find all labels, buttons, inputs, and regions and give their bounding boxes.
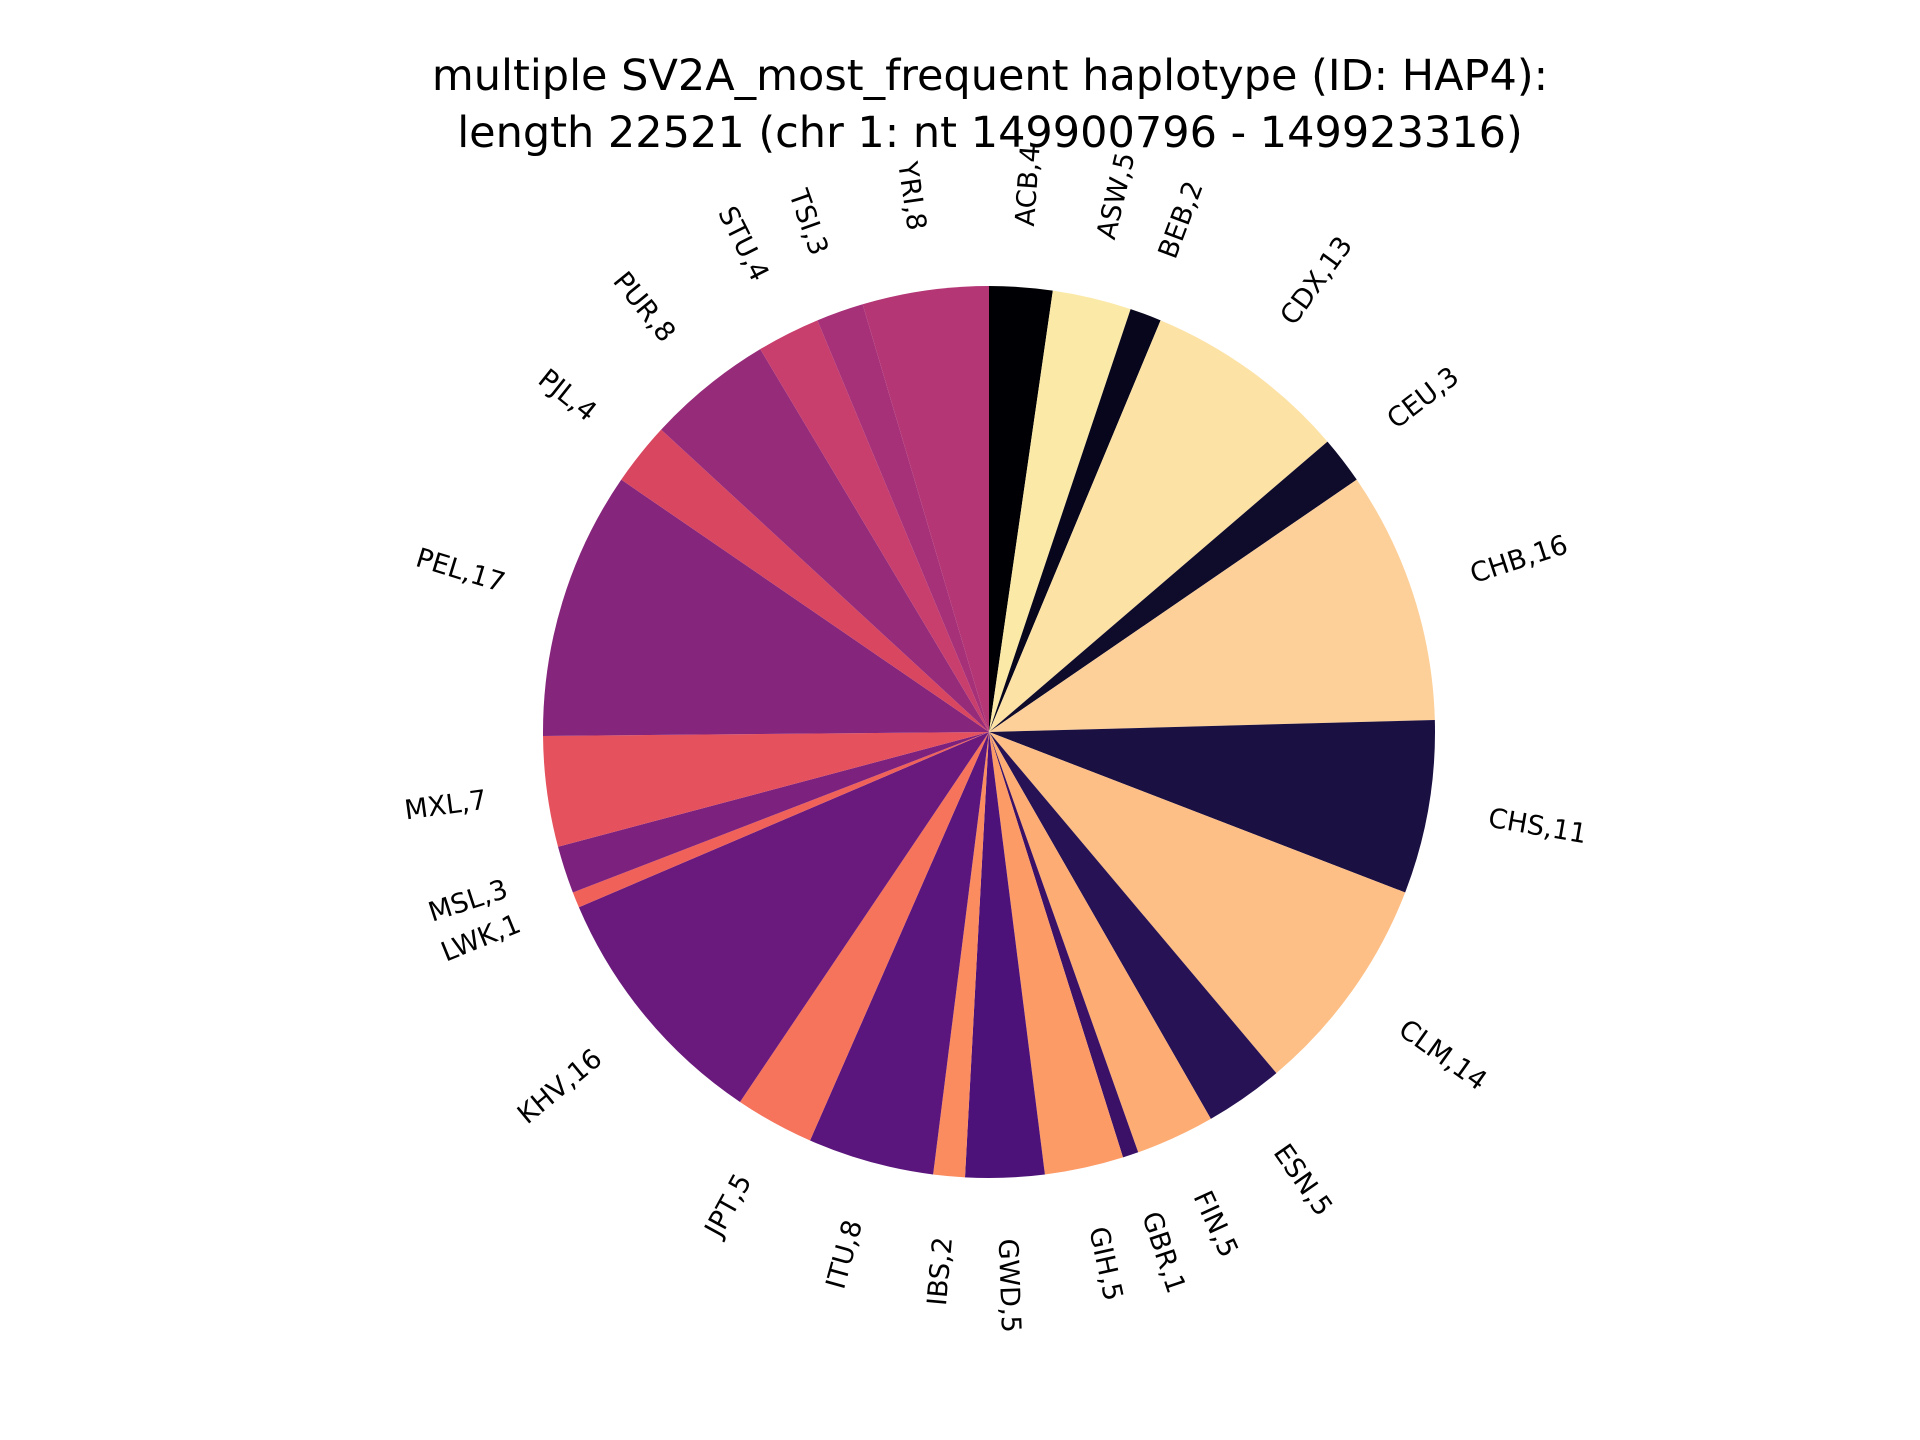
pie-label-pjl: PJL,4: [532, 363, 602, 428]
pie-label-chb: CHB,16: [1466, 529, 1571, 590]
pie-label-tsi: TSI,3: [782, 185, 834, 260]
pie-label-beb: BEB,2: [1153, 177, 1210, 263]
pie-slice-msl: [558, 732, 989, 893]
pie-slices: [543, 286, 1436, 1178]
pie-label-pur: PUR,8: [607, 266, 682, 348]
pie-slice-pur: [661, 349, 989, 732]
pie-slice-pel: [543, 479, 989, 736]
chart-title-line-2: length 22521 (chr 1: nt 149900796 - 1499…: [457, 108, 1523, 158]
pie-slice-itu: [810, 732, 989, 1175]
pie-slice-asw: [989, 290, 1131, 732]
pie-slice-khv: [578, 732, 989, 1102]
pie-label-clm: CLM,14: [1393, 1014, 1493, 1097]
pie-slice-gbr: [989, 732, 1139, 1158]
pie-label-chs: CHS,11: [1486, 803, 1589, 850]
pie-label-khv: KHV,16: [512, 1043, 608, 1130]
pie-label-gbr: GBR,1: [1135, 1208, 1191, 1297]
pie-label-stu: STU,4: [711, 202, 774, 287]
pie-slice-beb: [989, 309, 1161, 732]
pie-slice-fin: [989, 732, 1211, 1153]
pie-slice-ibs: [933, 732, 989, 1178]
pie-slice-ceu: [989, 441, 1357, 732]
pie-slice-esn: [989, 732, 1277, 1119]
pie-label-asw: ASW,5: [1091, 149, 1142, 242]
pie-slice-stu: [760, 320, 989, 732]
pie-label-jpt: JPT,5: [698, 1169, 758, 1244]
pie-label-cdx: CDX,13: [1274, 231, 1359, 331]
pie-label-gwd: GWD,5: [992, 1238, 1026, 1333]
pie-label-ibs: IBS,2: [922, 1236, 959, 1307]
pie-label-yri: YRI,8: [891, 159, 932, 233]
pie-label-fin: FIN,5: [1187, 1186, 1244, 1262]
pie-label-gih: GIH,5: [1082, 1224, 1128, 1304]
pie-slice-pjl: [621, 429, 989, 732]
pie-slice-gih: [989, 732, 1124, 1175]
chart-title: multiple SV2A_most_frequent haplotype (I…: [432, 51, 1548, 158]
pie-slice-chs: [989, 719, 1436, 893]
pie-slice-tsi: [817, 304, 989, 732]
pie-label-mxl: MXL,7: [403, 785, 489, 827]
pie-label-esn: ESN,5: [1267, 1139, 1338, 1222]
pie-label-itu: ITU,8: [821, 1217, 870, 1293]
pie-slice-mxl: [543, 732, 989, 847]
chart-title-line-1: multiple SV2A_most_frequent haplotype (I…: [432, 51, 1548, 101]
pie-label-ceu: CEU,3: [1382, 361, 1465, 435]
pie-slice-cdx: [989, 320, 1328, 732]
pie-slice-gwd: [964, 732, 1045, 1178]
pie-slice-yri: [862, 286, 989, 732]
pie-slice-lwk: [572, 732, 989, 908]
pie-slice-acb: [989, 286, 1053, 732]
pie-slice-chb: [989, 479, 1435, 732]
pie-label-pel: PEL,17: [412, 543, 508, 599]
pie-slice-clm: [989, 732, 1406, 1074]
pie-label-acb: ACB,4: [1010, 144, 1047, 227]
pie-slice-jpt: [739, 732, 989, 1141]
